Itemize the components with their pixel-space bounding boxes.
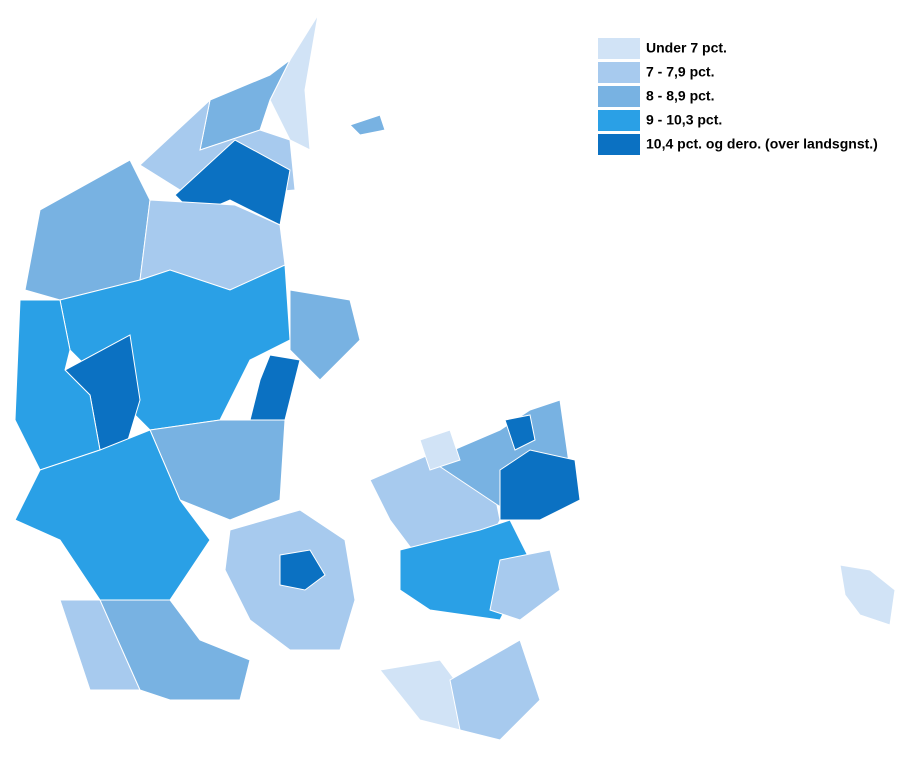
region: [349, 114, 386, 136]
legend-label: 8 - 8,9 pct.: [646, 88, 714, 104]
region: [419, 429, 461, 471]
legend-label: Under 7 pct.: [646, 40, 727, 56]
region: [24, 159, 151, 301]
region: [289, 289, 361, 381]
legend-label: 9 - 10,3 pct.: [646, 112, 722, 128]
legend-label: 7 - 7,9 pct.: [646, 64, 714, 80]
legend-swatch: [598, 38, 640, 59]
region: [279, 549, 326, 591]
legend-swatch: [598, 86, 640, 107]
region: [99, 599, 251, 701]
region: [839, 564, 896, 626]
legend-swatch: [598, 134, 640, 155]
legend: Under 7 pct. 7 - 7,9 pct. 8 - 8,9 pct. 9 - …: [598, 38, 878, 155]
legend-label: 10,4 pct. og dero. (over landsgnst.): [646, 136, 878, 152]
region: [449, 639, 541, 741]
region: [504, 414, 536, 451]
region: [14, 429, 211, 601]
region: [489, 549, 561, 621]
region: [249, 354, 301, 421]
legend-swatch: [598, 110, 640, 131]
legend-swatch: [598, 62, 640, 83]
region: [14, 299, 101, 471]
region: [499, 449, 581, 521]
regions: [14, 14, 896, 741]
